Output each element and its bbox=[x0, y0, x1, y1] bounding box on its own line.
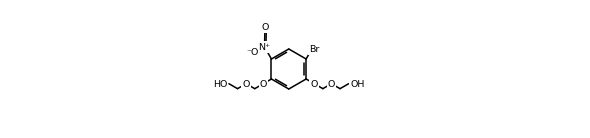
Text: OH: OH bbox=[350, 80, 365, 89]
Text: N⁺: N⁺ bbox=[258, 43, 271, 52]
Text: O: O bbox=[242, 80, 250, 89]
Text: ⁻O: ⁻O bbox=[246, 48, 258, 57]
Text: Br: Br bbox=[309, 45, 320, 54]
Text: HO: HO bbox=[213, 80, 227, 89]
Text: O: O bbox=[328, 80, 335, 89]
Text: O: O bbox=[261, 23, 268, 32]
Text: O: O bbox=[310, 80, 318, 89]
Text: O: O bbox=[260, 80, 267, 89]
